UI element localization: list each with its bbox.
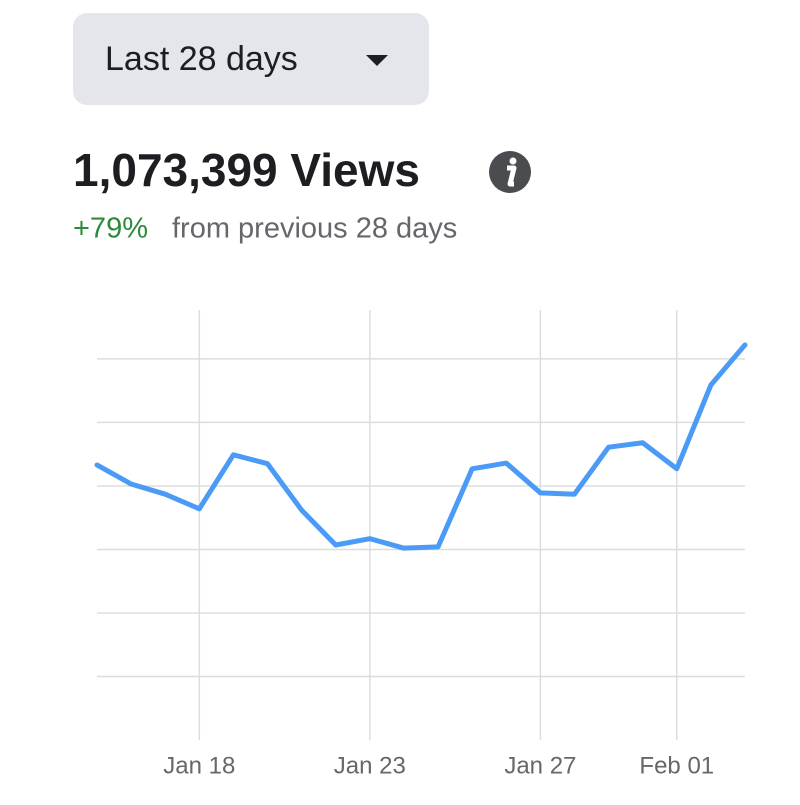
period-dropdown[interactable]: Last 28 days [73,13,429,105]
x-tick-label: Jan 18 [163,752,235,779]
x-tick-label: Jan 27 [504,752,576,779]
subtitle: from previous 28 days [172,213,457,245]
x-tick-label: Jan 23 [334,752,406,779]
plot: Jan 18 Jan 23 Jan 27 Feb 01 [94,310,748,779]
dropdown-caret[interactable] [366,55,388,66]
change-percent: +79% [73,213,148,245]
info-icon[interactable] [489,151,531,193]
dropdown-button[interactable] [73,13,429,105]
info-circle[interactable] [489,151,531,193]
dropdown-label[interactable]: Last 28 days [105,40,298,78]
info-dot[interactable] [509,157,517,165]
info-stem[interactable] [507,165,517,187]
x-tick-label: Feb 01 [639,752,714,779]
chart-title: 1,073,399 Views [73,144,420,196]
series-line [94,342,748,551]
